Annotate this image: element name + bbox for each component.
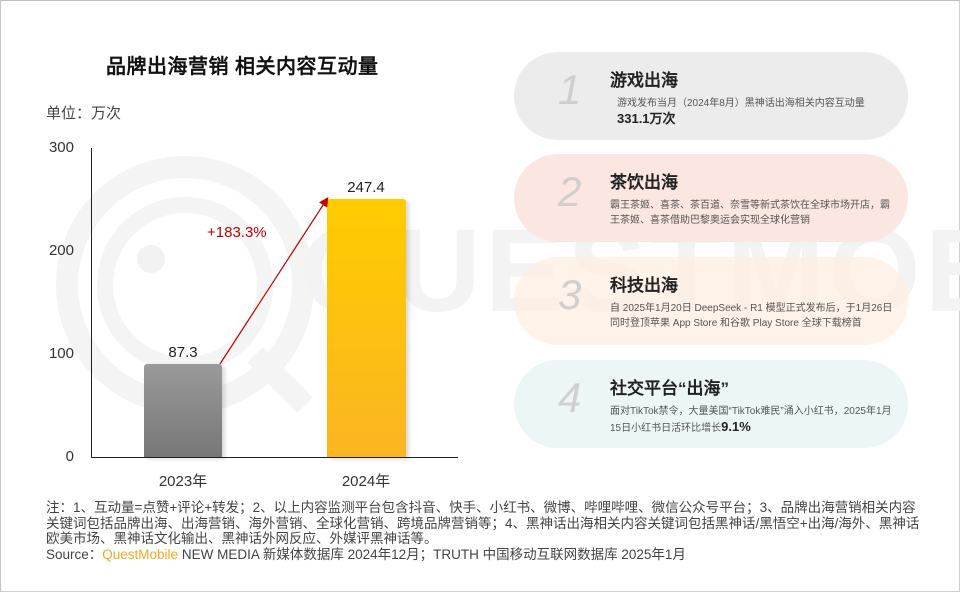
card-title: 游戏出海 (610, 71, 678, 90)
card-game-overseas: 1 游戏出海 游戏发布当月（2024年8月）黑神话出海相关内容互动量 331.1… (514, 52, 908, 140)
x-tick-2023: 2023年 (158, 473, 208, 490)
footnote: 注：1、互动量=点赞+评论+转发；2、以上内容监测平台包含抖音、快手、小红书、微… (46, 500, 920, 546)
card-social-overseas: 4 社交平台“出海” 面对TikTok禁令，大量美国“TikTok难民”涌入小红… (514, 360, 908, 448)
card-number: 3 (558, 271, 582, 318)
card-number: 4 (558, 374, 582, 421)
x-tick-2024: 2024年 (341, 473, 391, 490)
card-number: 2 (558, 168, 582, 215)
card-title: 科技出海 (610, 276, 678, 295)
card-title: 茶饮出海 (610, 173, 678, 192)
card-desc-text: 面对TikTok禁令，大量美国“TikTok难民”涌入小红书，2025年1月15… (610, 406, 892, 434)
card-description: 自 2025年1月20日 DeepSeek - R1 模型正式发布后，于1月26… (610, 303, 893, 329)
y-tick-100: 100 (48, 345, 74, 362)
bar-value-2023: 87.3 (168, 344, 198, 361)
card-description: 面对TikTok禁令，大量美国“TikTok难民”涌入小红书，2025年1月15… (610, 404, 895, 436)
unit-label: 单位：万次 (46, 105, 122, 122)
card-tea-overseas: 2 茶饮出海 霸王茶姬、喜茶、茶百道、奈雪等新式茶饮在全球市场开店，霸王茶姬、喜… (514, 154, 908, 242)
source-brand: QuestMobile (102, 546, 179, 562)
y-tick-0: 0 (65, 448, 74, 465)
card-tech-overseas: 3 科技出海 自 2025年1月20日 DeepSeek - R1 模型正式发布… (514, 257, 908, 345)
y-tick-300: 300 (48, 139, 74, 156)
source-label: Source： (46, 546, 103, 562)
bar-2024 (327, 199, 406, 457)
growth-annotation: +183.3% (207, 224, 267, 241)
bar-value-2024: 247.4 (347, 179, 385, 196)
card-desc-text: 游戏发布当月（2024年8月）黑神话出海相关内容互动量 (617, 98, 865, 109)
y-axis (91, 148, 92, 458)
y-tick-200: 200 (48, 242, 74, 259)
x-axis (91, 457, 458, 458)
card-description: 霸王茶姬、喜茶、茶百道、奈雪等新式茶饮在全球市场开店，霸王茶姬、喜茶借助巴黎奥运… (610, 200, 890, 226)
footer-notes: 注：1、互动量=点赞+评论+转发；2、以上内容监测平台包含抖音、快手、小红书、微… (46, 500, 926, 562)
source-line: Source：QuestMobile NEW MEDIA 新媒体数据库 2024… (46, 547, 926, 563)
card-number: 1 (558, 66, 582, 113)
card-highlight: 9.1% (721, 419, 751, 434)
bar-2023 (144, 364, 222, 457)
chart-title: 品牌出海营销 相关内容互动量 (106, 56, 379, 78)
card-description: 游戏发布当月（2024年8月）黑神话出海相关内容互动量 331.1万次 (617, 96, 902, 128)
source-text: NEW MEDIA 新媒体数据库 2024年12月；TRUTH 中国移动互联网数… (178, 546, 686, 562)
card-title: 社交平台“出海” (610, 379, 729, 398)
card-highlight: 331.1万次 (617, 111, 676, 126)
